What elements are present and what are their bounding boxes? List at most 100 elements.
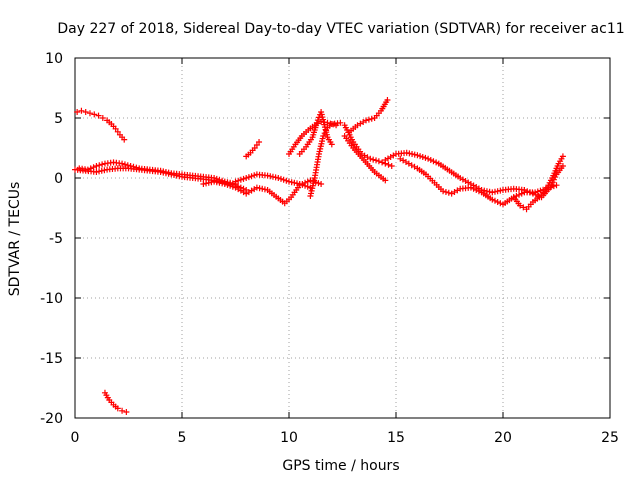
data-point: [422, 154, 429, 161]
y-tick-labels: -20 -15 -10 -5 0 5 10: [40, 51, 63, 427]
data-point: [123, 409, 130, 415]
data-point: [90, 164, 97, 171]
data-point: [221, 181, 228, 187]
data-point: [535, 193, 542, 199]
data-point: [548, 181, 555, 188]
data-point: [550, 176, 557, 183]
data-point: [78, 107, 85, 114]
y-tick-label: 10: [45, 51, 63, 67]
data-series-arc-drop: [341, 133, 389, 184]
data-point: [370, 156, 377, 163]
data-point: [96, 162, 103, 169]
data-point: [494, 199, 501, 205]
data-point: [470, 185, 477, 192]
data-point: [516, 191, 523, 198]
data-point: [304, 183, 311, 190]
y-tick-label: 0: [54, 171, 63, 187]
data-point: [524, 188, 531, 195]
data-point: [473, 187, 480, 193]
data-point: [382, 177, 389, 184]
data-point: [373, 157, 380, 164]
data-point: [121, 161, 128, 168]
y-tick-label: -10: [40, 291, 63, 307]
data-point: [363, 117, 370, 124]
data-point: [467, 184, 474, 191]
data-series-arc-rise-c: [307, 119, 344, 199]
data-point: [235, 177, 242, 184]
y-tick-label: -20: [40, 411, 63, 427]
data-point: [518, 190, 525, 197]
data-series-arc-end-b: [521, 163, 566, 201]
data-point: [442, 189, 449, 195]
data-series-arc-late-b: [397, 155, 560, 208]
data-point: [296, 181, 303, 187]
x-tick-label: 20: [494, 430, 512, 446]
data-point: [375, 158, 382, 165]
data-point: [237, 176, 244, 183]
data-series-arc-high-start: [74, 107, 128, 143]
y-tick-label: 5: [54, 111, 63, 127]
data-point: [91, 111, 98, 118]
data-point: [385, 161, 392, 168]
data-point: [534, 188, 541, 195]
data-point: [124, 162, 131, 169]
data-point: [99, 115, 106, 121]
data-point: [552, 174, 559, 181]
data-point: [553, 182, 560, 189]
data-series-arc-peak-b: [345, 97, 391, 136]
data-point: [559, 163, 566, 169]
data-point: [532, 191, 539, 198]
data-point: [318, 181, 325, 187]
data-point: [427, 157, 434, 163]
y-tick-label: -15: [40, 351, 63, 367]
x-tick-label: 15: [387, 430, 405, 446]
data-series-arc-peak-a: [341, 122, 395, 169]
data-point: [87, 165, 94, 172]
data-point: [313, 119, 320, 126]
data-series-arc-mid-a: [200, 177, 325, 207]
x-axis-label: GPS time / hours: [282, 458, 399, 474]
data-series-arc-late-a: [382, 149, 528, 196]
data-point: [388, 163, 395, 169]
data-point: [430, 158, 437, 165]
data-point: [549, 179, 556, 186]
data-point: [419, 154, 426, 160]
data-point: [445, 189, 452, 196]
data-point: [243, 175, 250, 181]
plot-frame: [74, 57, 611, 419]
data-point: [491, 197, 498, 204]
data-point: [240, 175, 247, 182]
data-point: [133, 164, 140, 171]
data-point: [365, 116, 372, 123]
data-series-arc-rise-b: [296, 109, 335, 157]
data-point: [475, 188, 482, 195]
data-series-arc-mid-b: [232, 171, 314, 191]
data-point: [251, 172, 258, 179]
data-point: [489, 196, 496, 203]
data-point: [559, 153, 566, 160]
data-point: [245, 174, 252, 181]
x-tick-label: 25: [601, 430, 619, 446]
data-point: [547, 184, 554, 191]
data-point: [229, 183, 236, 190]
data-point: [86, 110, 93, 117]
data-point: [99, 161, 106, 168]
data-point: [368, 115, 375, 122]
data-point: [275, 175, 282, 181]
data-point: [248, 173, 255, 180]
data-point: [280, 176, 287, 183]
data-point: [95, 112, 102, 119]
data-point: [304, 178, 311, 185]
data-point: [520, 204, 527, 211]
data-point: [299, 181, 306, 188]
data-point: [521, 187, 528, 193]
data-point: [232, 178, 239, 185]
grid: [75, 58, 610, 418]
y-axis-label: SDTVAR / TECUs: [7, 182, 23, 297]
data-point: [119, 407, 126, 414]
data-point: [224, 181, 231, 188]
data-point: [82, 109, 89, 115]
x-tick-labels: 0 5 10 15 20 25: [71, 430, 619, 446]
data-point: [227, 182, 234, 189]
